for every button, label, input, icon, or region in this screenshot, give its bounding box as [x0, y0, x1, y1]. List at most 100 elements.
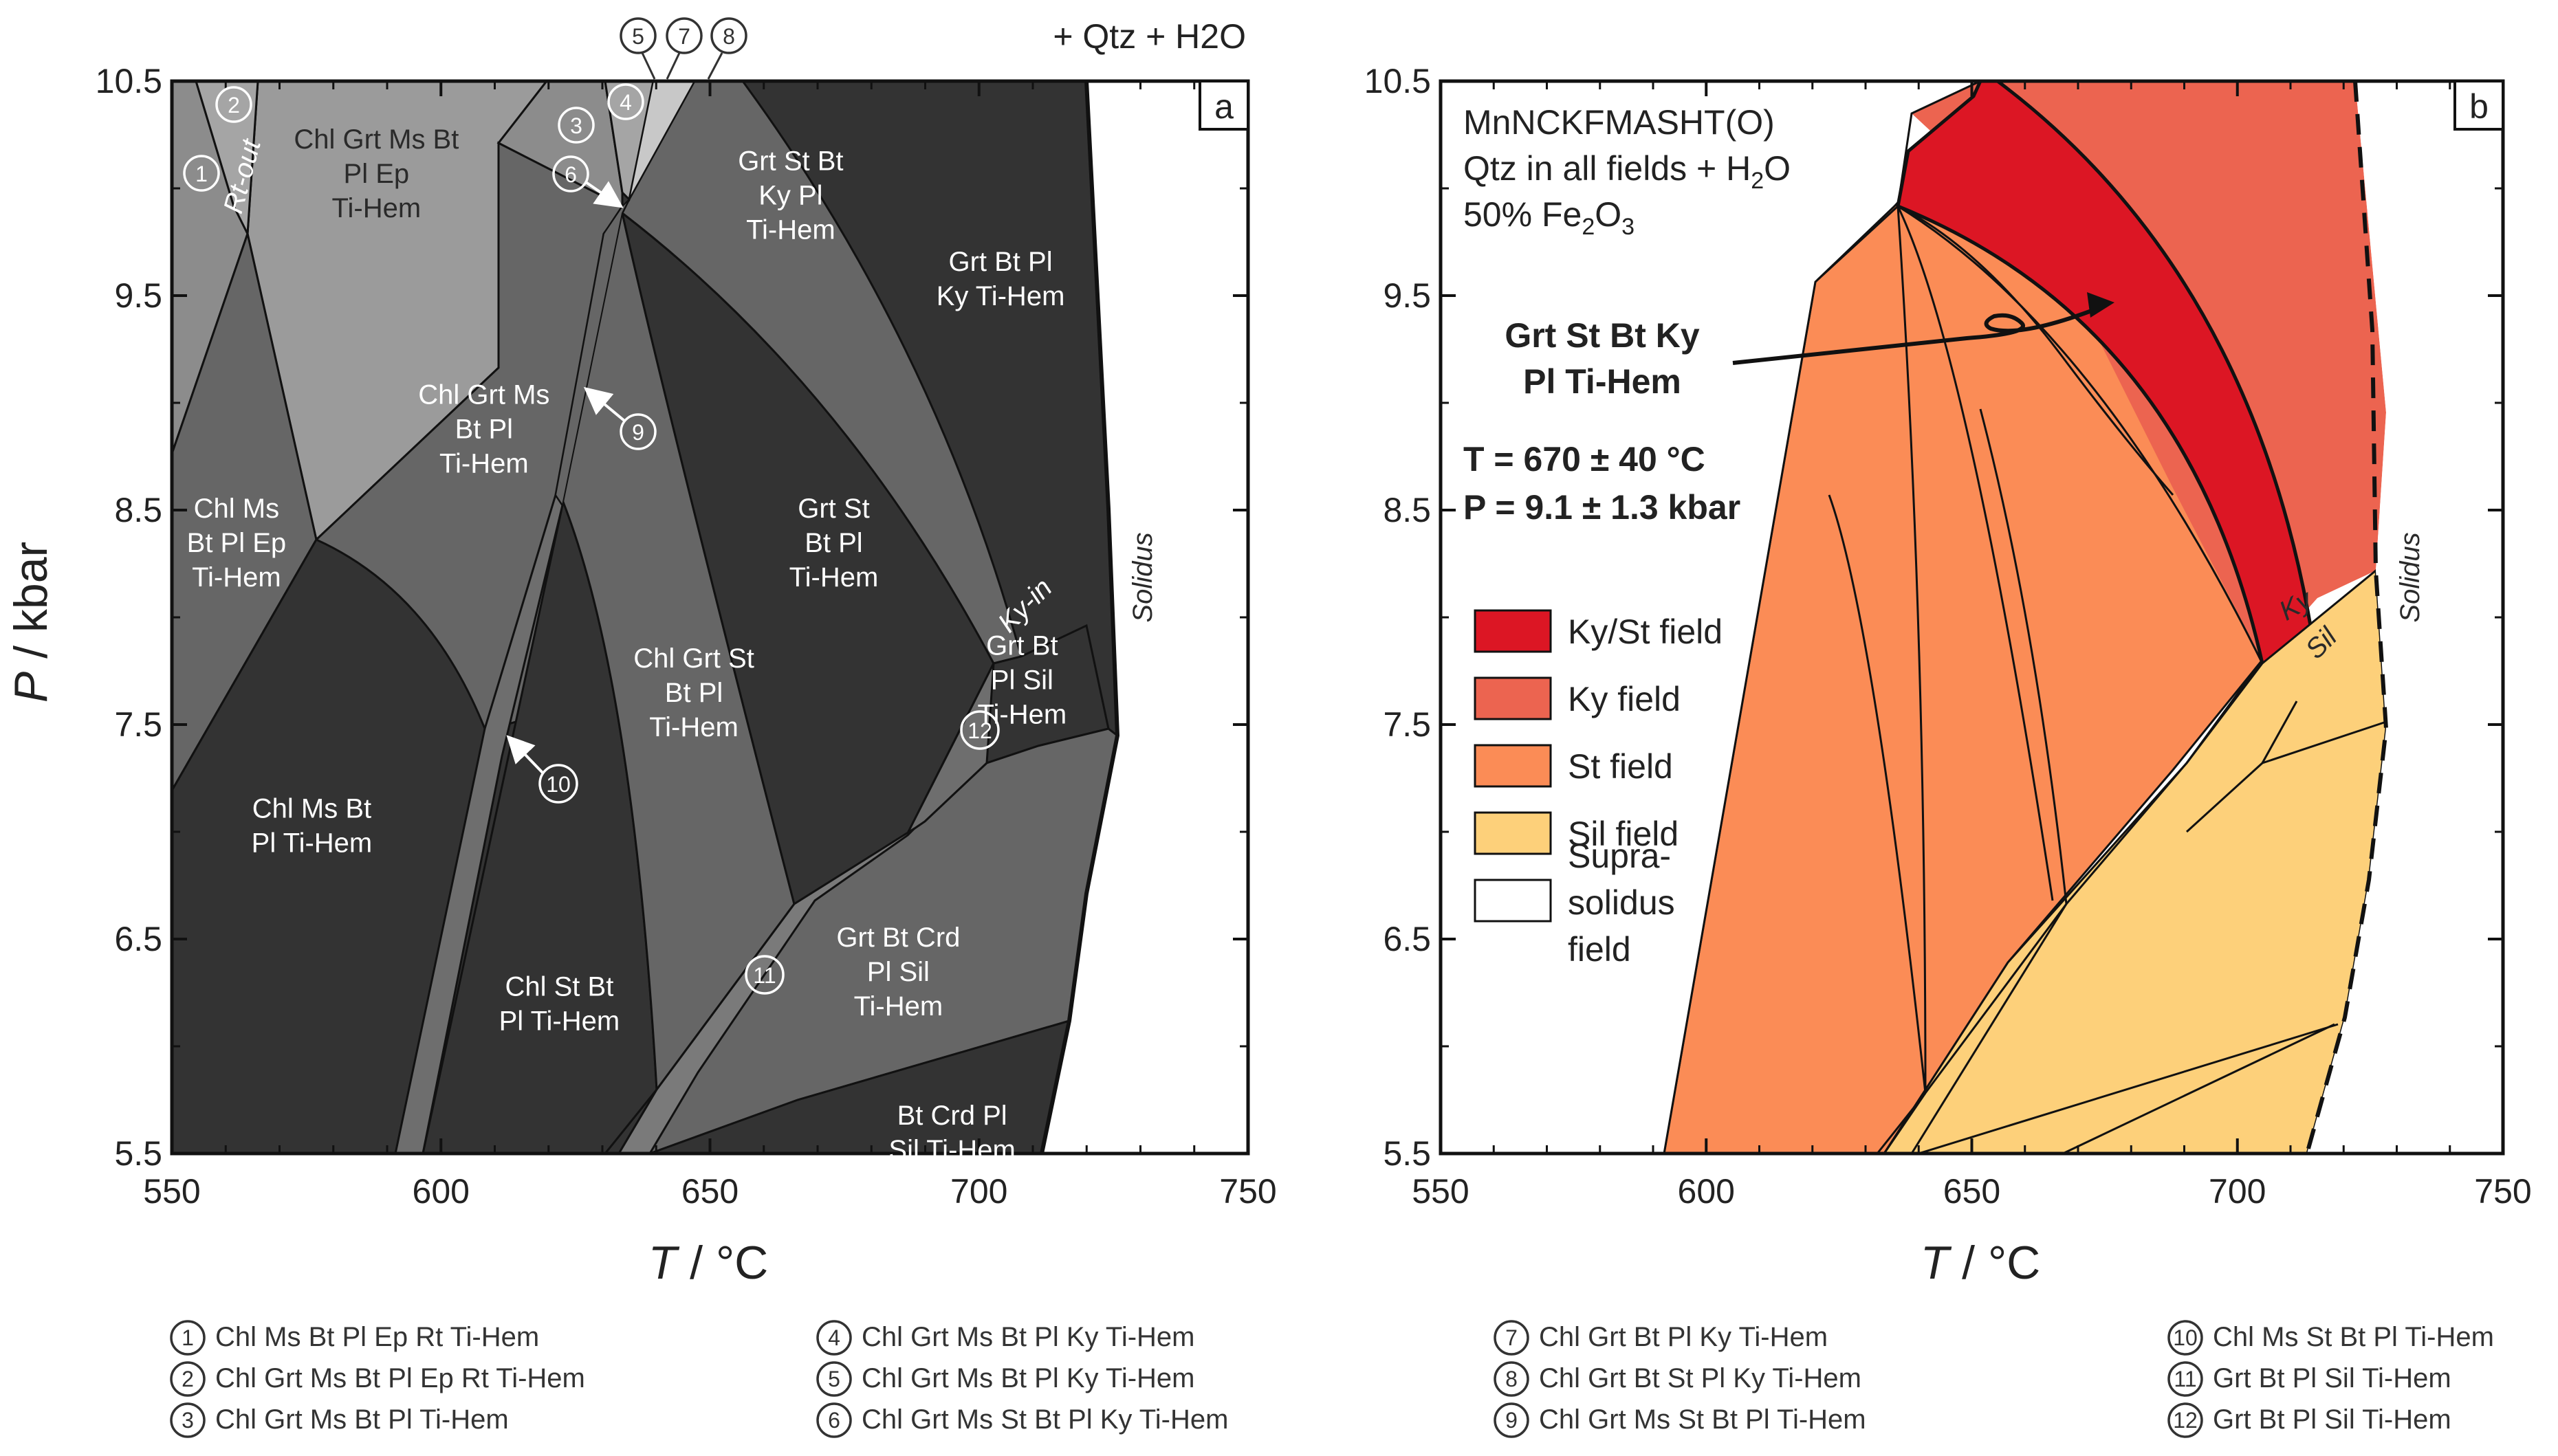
- panel-b: b 550 600 650 700 750 5.5 6.5 7.5 8.5 9.5 10.5 T /…: [1364, 62, 2532, 1289]
- field-label: Chl Grt Ms: [418, 379, 549, 410]
- key-marker-num: 5: [828, 1367, 840, 1391]
- marker-9-num: 9: [632, 420, 644, 445]
- marker-12: [960, 710, 1000, 750]
- legend-b: Ky/St field Ky field St field Sil fieldSupr…: [1474, 609, 1723, 969]
- system-label: MnNCKFMASHT(O): [1463, 103, 1775, 142]
- field-label: Pl Sil: [991, 665, 1053, 695]
- solidus-line-b: [2305, 80, 2389, 1154]
- key-label: Chl Grt Ms Bt Pl Ep Rt Ti-Hem: [215, 1363, 585, 1393]
- key-label: Chl Grt Ms St Bt Pl Ky Ti-Hem: [862, 1404, 1228, 1435]
- key-marker-num: 4: [828, 1325, 840, 1350]
- legend-swatch: [1474, 879, 1552, 923]
- field-label: Chl Grt Ms Bt: [294, 124, 459, 155]
- xlabel-b: T / °C: [1921, 1237, 2041, 1289]
- x-tick-label: 650: [681, 1172, 739, 1211]
- y-tick-label: 8.5: [1383, 491, 1431, 529]
- y-tick-label: 10.5: [96, 62, 162, 100]
- field-label: Ti-Hem: [854, 991, 943, 1022]
- field-label: Ti-Hem: [746, 214, 835, 245]
- supra-solidus-area-b: [2307, 81, 2503, 1154]
- key-marker: [1494, 1402, 1529, 1438]
- legend-label: Ky field: [1568, 680, 1681, 718]
- key-label: Chl Ms St Bt Pl Ti-Hem: [2213, 1322, 2494, 1352]
- field-label: Ky Pl: [758, 180, 822, 210]
- legend-label: Supra-: [1568, 837, 1671, 875]
- field-label: Grt Bt Crd: [836, 923, 960, 953]
- key-marker: [170, 1320, 206, 1356]
- marker-10-num: 10: [546, 772, 571, 797]
- legend-swatch: [1474, 744, 1552, 788]
- panel-a: a + Qtz + H2O 550 600 650 700 750 5.5 6.5 7.5 8.…: [5, 17, 1277, 1289]
- key-marker-num: 12: [2173, 1408, 2198, 1433]
- marker-1-num: 1: [195, 162, 208, 186]
- peak-arrow: [1732, 304, 2106, 365]
- field-label: Grt Bt: [986, 630, 1058, 661]
- marker-6-num: 6: [565, 162, 577, 187]
- field-labels-a: Chl Grt Ms Bt Pl Ep Ti-Hem Chl Ms Bt Pl Ep Ti…: [187, 124, 1067, 1165]
- y-tick-label: 9.5: [1383, 276, 1431, 315]
- key-label: Grt Bt Pl Sil Ti-Hem: [2213, 1404, 2451, 1435]
- key-label: Grt Bt Pl Sil Ti-Hem: [2213, 1363, 2451, 1393]
- key-marker-num: 9: [1505, 1408, 1518, 1433]
- marker-5-num: 5: [632, 24, 644, 49]
- field-label: Chl Grt St: [633, 643, 754, 674]
- axis-ticks-a: 550 600 650 700 750 5.5 6.5 7.5 8.5 9.5 10.5: [96, 62, 1277, 1211]
- y-tick-label: 10.5: [1364, 62, 1431, 100]
- key-marker-num: 10: [2173, 1325, 2198, 1350]
- legend-label: Sil field: [1568, 815, 1679, 853]
- key-marker: [1494, 1320, 1529, 1356]
- key-marker: [2167, 1320, 2203, 1356]
- fe-note: 50% Fe2O3: [1463, 195, 1635, 240]
- peak-assemblage-1: Grt St Bt Ky: [1505, 316, 1700, 355]
- field-label: Pl Ti-Hem: [499, 1006, 620, 1037]
- field-label: Pl Sil: [867, 957, 930, 987]
- ylabel-a: P / kbar: [5, 542, 57, 703]
- key-marker-num: 1: [182, 1325, 194, 1350]
- marker-1: [183, 155, 220, 192]
- x-tick-label: 650: [1943, 1172, 2000, 1211]
- key-marker: [170, 1361, 206, 1397]
- field-label: Ti-Hem: [789, 562, 879, 593]
- field-label: Pl Ti-Hem: [252, 828, 373, 859]
- field-label: Ky Ti-Hem: [937, 281, 1065, 311]
- key-label: Chl Grt Ms Bt Pl Ky Ti-Hem: [862, 1322, 1195, 1352]
- legend-swatch: [1474, 811, 1552, 855]
- legend-swatch: [1474, 676, 1552, 720]
- xlabel-a: T / °C: [648, 1237, 769, 1289]
- field-label: Chl Ms Bt: [252, 794, 371, 824]
- field-label: Bt Pl: [665, 678, 723, 708]
- marker-7: [666, 17, 703, 54]
- marker-11: [745, 955, 785, 995]
- field-label: Grt St: [798, 494, 869, 524]
- key-marker-num: 11: [2174, 1367, 2196, 1391]
- panel-a-title: + Qtz + H2O: [1053, 17, 1246, 56]
- field-label: Sil Ti-Hem: [888, 1135, 1015, 1165]
- field-label: Grt St Bt: [738, 146, 843, 176]
- key-marker: [170, 1402, 206, 1438]
- panel-a-letter: a: [1214, 87, 1234, 126]
- legend-label: field: [1568, 930, 1631, 969]
- y-tick-label: 8.5: [114, 491, 162, 529]
- y-tick-label: 9.5: [114, 276, 162, 315]
- key-label: Chl Grt Ms Bt Pl Ky Ti-Hem: [862, 1363, 1195, 1393]
- marker-5: [620, 17, 657, 54]
- marker-12-num: 12: [968, 718, 992, 743]
- field-chl-ms-bt-pl: [171, 538, 486, 1155]
- x-tick-label: 550: [143, 1172, 200, 1211]
- legend-label: Ky/St field: [1568, 613, 1723, 651]
- key-label: Chl Grt Bt St Pl Ky Ti-Hem: [1539, 1363, 1861, 1393]
- key-label: Chl Grt Ms Bt Pl Ti-Hem: [215, 1404, 509, 1435]
- y-tick-label: 7.5: [114, 705, 162, 744]
- key-marker: [1494, 1361, 1529, 1397]
- field-label: Chl St Bt: [505, 972, 613, 1002]
- marker-2-num: 2: [228, 93, 240, 118]
- key-marker-num: 8: [1505, 1367, 1518, 1391]
- y-tick-label: 6.5: [114, 920, 162, 958]
- key-label: Chl Ms Bt Pl Ep Rt Ti-Hem: [215, 1322, 539, 1352]
- marker-11-num: 11: [753, 963, 776, 988]
- marker-8-num: 8: [723, 24, 735, 49]
- peak-assemblage-2: Pl Ti-Hem: [1523, 362, 1681, 401]
- qtz-note: Qtz in all fields + H2O: [1463, 149, 1791, 194]
- marker-3-num: 3: [570, 113, 582, 138]
- key-marker: [2167, 1402, 2203, 1438]
